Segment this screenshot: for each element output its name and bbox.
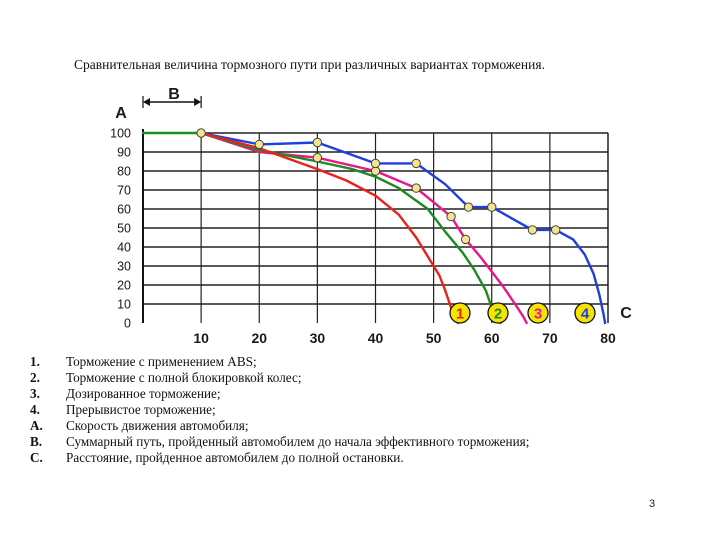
series-line-1 xyxy=(199,131,460,325)
legend-list: 1. Торможение с применением ABS; 2. Торможе… xyxy=(30,354,710,466)
y-tick-label: 100 xyxy=(110,127,131,141)
legend-item-key: 4. xyxy=(30,402,40,417)
legend-item-text: Расстояние, пройденное автомобилем до по… xyxy=(66,450,404,465)
legend-item-text: Скорость движения автомобиля; xyxy=(66,418,249,433)
legend-item-text: Суммарный путь, пройденный автомобилем д… xyxy=(66,434,530,449)
x-tick-label: 10 xyxy=(193,330,209,346)
series-badge-2 xyxy=(487,302,509,324)
page-number: 3 xyxy=(649,498,656,510)
series-badge-3 xyxy=(527,302,549,324)
series-3-marker xyxy=(446,211,456,222)
legend-item-text: Дозированное торможение; xyxy=(66,386,221,401)
axis-annotations: A C B xyxy=(115,86,632,322)
series-3-marker xyxy=(460,234,471,245)
series-badge-label-1: 1 xyxy=(456,306,464,323)
legend-item: 4. Прерывистое торможение; xyxy=(30,402,710,418)
y-tick-label: 30 xyxy=(117,260,131,274)
series-4-marker xyxy=(370,158,381,169)
legend-item: B. Суммарный путь, пройденный автомобилем… xyxy=(30,434,710,450)
x-tick-label: 70 xyxy=(542,330,558,346)
y-tick-label: 60 xyxy=(117,203,131,217)
legend-item: 2. Торможение с полной блокировкой колес; xyxy=(30,370,710,386)
slide-title: Сравнительная величина тормозного пути п… xyxy=(74,57,545,72)
x-axis-label: C xyxy=(620,305,632,322)
series-line-4 xyxy=(199,131,607,325)
series-badges: 1 2 3 4 xyxy=(449,302,596,324)
x-tick-labels: 10 20 30 40 50 60 70 80 xyxy=(193,330,616,346)
series-4-marker xyxy=(487,202,497,212)
y-axis-label: A xyxy=(115,105,127,122)
y-tick-label: 0 xyxy=(124,317,131,331)
y-tick-label: 80 xyxy=(117,165,131,179)
legend-item-key: C. xyxy=(30,450,43,465)
interval-label: B xyxy=(168,86,180,103)
series-4-marker xyxy=(254,139,264,150)
series-badge-4 xyxy=(574,302,596,324)
series-markers xyxy=(196,128,561,245)
chart-frame xyxy=(142,129,609,323)
series-badge-label-3: 3 xyxy=(534,306,542,323)
x-tick-label: 50 xyxy=(426,330,442,346)
interval-arrow-left-head xyxy=(143,98,150,106)
y-tick-label: 90 xyxy=(117,146,131,160)
series-4-marker xyxy=(527,225,538,235)
chart-grid xyxy=(143,132,608,323)
legend-item-text: Торможение с применением ABS; xyxy=(66,354,257,369)
y-tick-label: 50 xyxy=(117,222,131,236)
series-4-marker xyxy=(411,158,421,169)
legend-item: C. Расстояние, пройденное автомобилем до … xyxy=(30,450,710,466)
y-tick-label: 10 xyxy=(117,298,131,312)
legend-item-key: 3. xyxy=(30,386,40,401)
series-3-marker xyxy=(312,153,323,163)
legend-item-key: 2. xyxy=(30,370,40,385)
series-4-marker xyxy=(463,202,474,212)
legend-item-key: 1. xyxy=(30,354,40,369)
y-tick-label: 20 xyxy=(117,279,131,293)
interval-arrow-right-head xyxy=(194,98,202,106)
legend-item-text: Торможение с полной блокировкой колес; xyxy=(66,370,302,385)
y-tick-label: 40 xyxy=(117,241,131,255)
series-badge-1 xyxy=(449,302,471,324)
y-tick-labels: 0 10 20 30 40 50 60 70 80 90 100 xyxy=(110,127,131,331)
y-tick-label: 70 xyxy=(117,184,131,198)
x-tick-label: 40 xyxy=(368,330,384,346)
series-4-marker xyxy=(312,137,323,148)
x-tick-label: 60 xyxy=(484,330,500,346)
x-tick-label: 80 xyxy=(600,330,616,346)
legend-item-key: A. xyxy=(30,418,43,433)
series-badge-label-4: 4 xyxy=(581,306,590,323)
legend-item: 1. Торможение с применением ABS; xyxy=(30,354,710,370)
legend-item-text: Прерывистое торможение; xyxy=(66,402,216,417)
series-4-marker xyxy=(550,225,561,235)
x-tick-label: 30 xyxy=(310,330,326,346)
legend-item: A. Скорость движения автомобиля; xyxy=(30,418,710,434)
series-3-marker xyxy=(411,183,421,193)
x-tick-label: 20 xyxy=(251,330,267,346)
series-badge-label-2: 2 xyxy=(494,306,502,323)
legend-item: 3. Дозированное торможение; xyxy=(30,386,710,402)
legend-item-key: B. xyxy=(30,434,43,449)
series-3-marker xyxy=(196,128,206,138)
